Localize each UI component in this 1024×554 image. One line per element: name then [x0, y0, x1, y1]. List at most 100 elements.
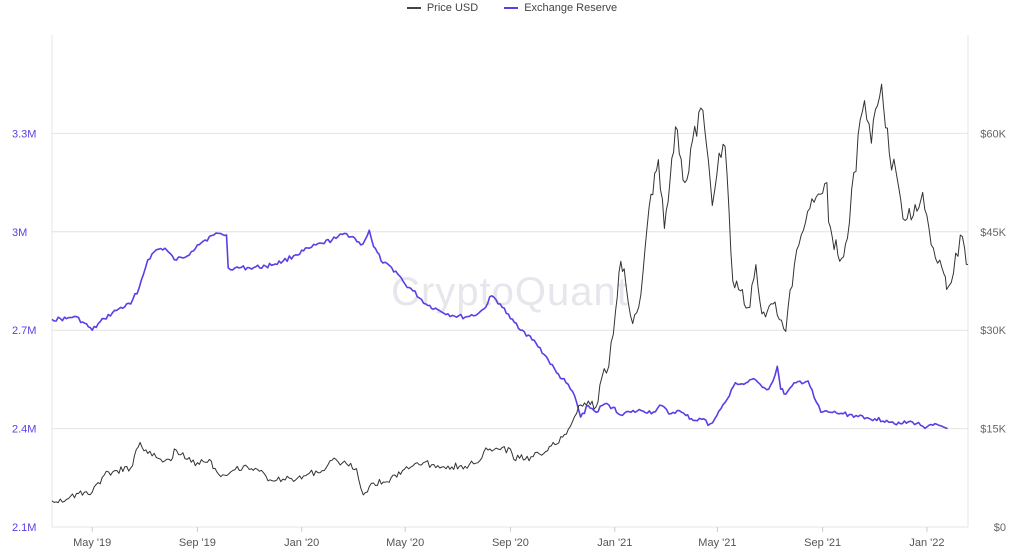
price-point	[664, 228, 665, 229]
reserve-point	[947, 428, 948, 429]
price-point	[230, 471, 231, 472]
reserve-point	[405, 284, 406, 285]
price-point	[871, 143, 872, 144]
reserve-point	[353, 236, 354, 237]
reserve-point	[729, 395, 730, 396]
reserve-point	[536, 343, 537, 344]
reserve-point	[382, 262, 383, 263]
legend-label-price: Price USD	[426, 2, 479, 14]
reserve-point	[197, 244, 198, 245]
reserve-point	[695, 420, 696, 421]
reserve-point	[147, 259, 148, 260]
price-point	[510, 448, 511, 449]
reserve-point	[735, 382, 736, 383]
reserve-point	[130, 303, 131, 304]
reserve-point	[92, 330, 93, 331]
price-point	[92, 492, 93, 493]
reserve-point	[360, 244, 361, 245]
price-point	[477, 462, 478, 463]
reserve-point	[74, 316, 75, 317]
reserve-point	[630, 412, 631, 413]
right-tick-label: $15K	[980, 424, 1006, 436]
price-point	[218, 474, 219, 475]
reserve-point	[808, 380, 809, 381]
reserve-point	[703, 418, 704, 419]
price-point	[257, 469, 258, 470]
price-point	[828, 221, 829, 222]
reserve-point	[104, 318, 105, 319]
price-point	[755, 264, 756, 265]
price-point	[719, 153, 720, 154]
legend-item-exchange-reserve[interactable]: Exchange Reserve	[504, 0, 617, 16]
price-point	[944, 274, 945, 275]
price-point	[465, 466, 466, 467]
reserve-point	[641, 410, 642, 411]
price-point	[130, 467, 131, 468]
x-tick-label: Sep '19	[179, 537, 216, 549]
reserve-point	[574, 395, 575, 396]
price-point	[725, 146, 726, 147]
reserve-point	[522, 330, 523, 331]
x-tick-label: Jan '21	[597, 537, 632, 549]
x-tick-label: May '20	[386, 537, 424, 549]
reserve-point	[661, 405, 662, 406]
price-point	[417, 462, 418, 463]
price-point	[197, 462, 198, 463]
reserve-point	[720, 408, 721, 409]
price-point	[794, 264, 795, 265]
price-point	[270, 479, 271, 480]
price-point	[839, 261, 840, 262]
price-point	[116, 470, 117, 471]
price-point	[953, 273, 954, 274]
reserve-point	[814, 397, 815, 398]
reserve-point	[364, 239, 365, 240]
legend-label-exchange-reserve: Exchange Reserve	[524, 2, 618, 14]
reserve-point	[926, 426, 927, 427]
price-point	[851, 189, 852, 190]
price-point	[922, 192, 923, 193]
price-point	[209, 459, 210, 460]
price-point	[335, 459, 336, 460]
legend-item-price[interactable]: Price USD	[406, 0, 479, 16]
reserve-point	[820, 412, 821, 413]
reserve-point	[309, 248, 310, 249]
left-axis: 2.1M 2.4M 2.7M 3M 3.3M	[12, 128, 36, 534]
price-point	[964, 248, 965, 249]
exchange-reserve-line	[51, 229, 948, 430]
price-point	[500, 449, 501, 450]
reserve-point	[760, 384, 761, 385]
x-tick-label: Jan '20	[284, 537, 319, 549]
reserve-point	[452, 315, 453, 316]
reserve-point	[66, 318, 67, 319]
reserve-point	[425, 303, 426, 304]
price-point	[295, 479, 296, 480]
price-point	[513, 459, 514, 460]
price-point	[530, 456, 531, 457]
reserve-point	[843, 413, 844, 414]
price-point	[66, 499, 67, 500]
price-point	[104, 475, 105, 476]
reserve-point	[685, 415, 686, 416]
reserve-point	[618, 413, 619, 414]
reserve-point	[613, 407, 614, 408]
price-point	[483, 451, 484, 452]
price-point	[658, 159, 659, 160]
reserve-point	[118, 308, 119, 309]
reserve-point	[855, 415, 856, 416]
reserve-point	[335, 238, 336, 239]
reserve-point	[785, 394, 786, 395]
price-point	[170, 460, 171, 461]
price-point	[732, 280, 733, 281]
price-point	[570, 426, 571, 427]
price-point	[140, 442, 141, 443]
price-point	[356, 468, 357, 469]
price-point	[960, 235, 961, 236]
price-point	[615, 310, 616, 311]
reserve-point	[796, 382, 797, 383]
reserve-point	[234, 267, 235, 268]
left-tick-label: 2.4M	[12, 424, 36, 436]
price-point	[772, 303, 773, 304]
price-usd-line	[51, 83, 969, 504]
reserve-point	[483, 308, 484, 309]
